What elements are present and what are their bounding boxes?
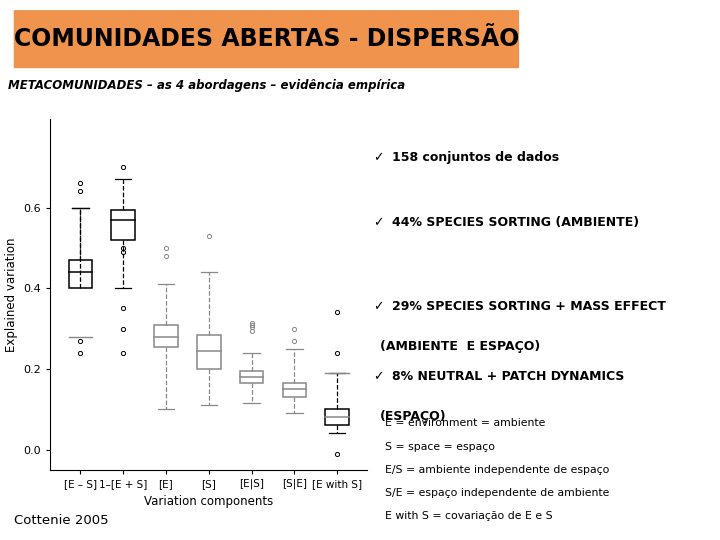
Bar — [283, 383, 306, 397]
FancyBboxPatch shape — [14, 11, 518, 68]
Text: ✓: ✓ — [374, 370, 389, 383]
Text: ✓: ✓ — [374, 216, 389, 229]
Text: COMUNIDADES ABERTAS - DISPERSÃO: COMUNIDADES ABERTAS - DISPERSÃO — [14, 27, 519, 51]
Bar — [154, 325, 178, 347]
Text: 158 conjuntos de dados: 158 conjuntos de dados — [392, 151, 559, 164]
Text: 8% NEUTRAL + PATCH DYNAMICS: 8% NEUTRAL + PATCH DYNAMICS — [392, 370, 625, 383]
Bar — [112, 210, 135, 240]
Bar — [325, 409, 349, 426]
Text: E/S = ambiente independente de espaço: E/S = ambiente independente de espaço — [385, 465, 610, 475]
Text: E = environment = ambiente: E = environment = ambiente — [385, 418, 546, 429]
Text: S/E = espaço independente de ambiente: S/E = espaço independente de ambiente — [385, 488, 610, 498]
Text: Cottenie 2005: Cottenie 2005 — [14, 514, 109, 526]
Text: (ESPAÇO): (ESPAÇO) — [380, 410, 447, 423]
Text: (AMBIENTE  E ESPAÇO): (AMBIENTE E ESPAÇO) — [380, 340, 541, 353]
Text: 44% SPECIES SORTING (AMBIENTE): 44% SPECIES SORTING (AMBIENTE) — [392, 216, 639, 229]
Text: E with S = covariação de E e S: E with S = covariação de E e S — [385, 511, 553, 522]
Text: ✓: ✓ — [374, 300, 389, 313]
Bar — [68, 260, 92, 288]
X-axis label: Variation components: Variation components — [144, 495, 274, 508]
Bar — [240, 371, 264, 383]
Bar — [197, 335, 220, 369]
Text: S = space = espaço: S = space = espaço — [385, 442, 495, 452]
Text: METACOMUNIDADES – as 4 abordagens – evidência empírica: METACOMUNIDADES – as 4 abordagens – evid… — [8, 78, 405, 92]
Text: 29% SPECIES SORTING + MASS EFFECT: 29% SPECIES SORTING + MASS EFFECT — [392, 300, 666, 313]
Text: ✓: ✓ — [374, 151, 389, 164]
Y-axis label: Explained variation: Explained variation — [5, 237, 18, 352]
